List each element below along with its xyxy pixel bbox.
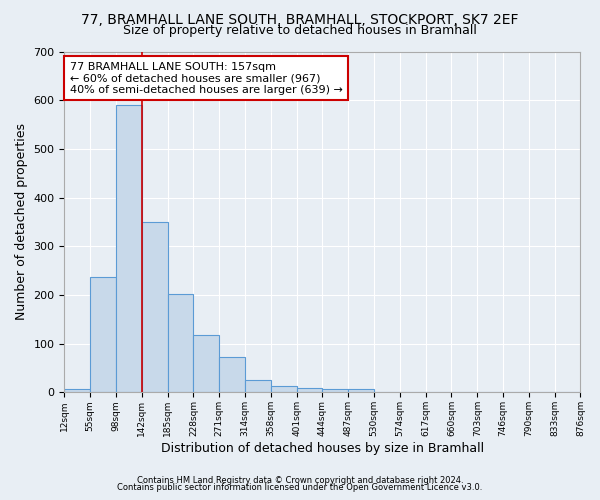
Bar [116, 105, 142, 393]
Bar [296, 388, 322, 392]
X-axis label: Distribution of detached houses by size in Bramhall: Distribution of detached houses by size … [161, 442, 484, 455]
Bar [64, 389, 90, 392]
Text: 77 BRAMHALL LANE SOUTH: 157sqm
← 60% of detached houses are smaller (967)
40% of: 77 BRAMHALL LANE SOUTH: 157sqm ← 60% of … [70, 62, 343, 95]
Y-axis label: Number of detached properties: Number of detached properties [15, 124, 28, 320]
Bar [348, 389, 374, 392]
Text: Contains public sector information licensed under the Open Government Licence v3: Contains public sector information licen… [118, 484, 482, 492]
Text: 77, BRAMHALL LANE SOUTH, BRAMHALL, STOCKPORT, SK7 2EF: 77, BRAMHALL LANE SOUTH, BRAMHALL, STOCK… [81, 12, 519, 26]
Bar [322, 388, 348, 392]
Text: Contains HM Land Registry data © Crown copyright and database right 2024.: Contains HM Land Registry data © Crown c… [137, 476, 463, 485]
Bar [245, 380, 271, 392]
Text: Size of property relative to detached houses in Bramhall: Size of property relative to detached ho… [123, 24, 477, 37]
Bar [271, 386, 296, 392]
Bar [167, 294, 193, 392]
Bar [193, 336, 219, 392]
Bar [219, 357, 245, 392]
Bar [142, 222, 167, 392]
Bar [90, 277, 116, 392]
